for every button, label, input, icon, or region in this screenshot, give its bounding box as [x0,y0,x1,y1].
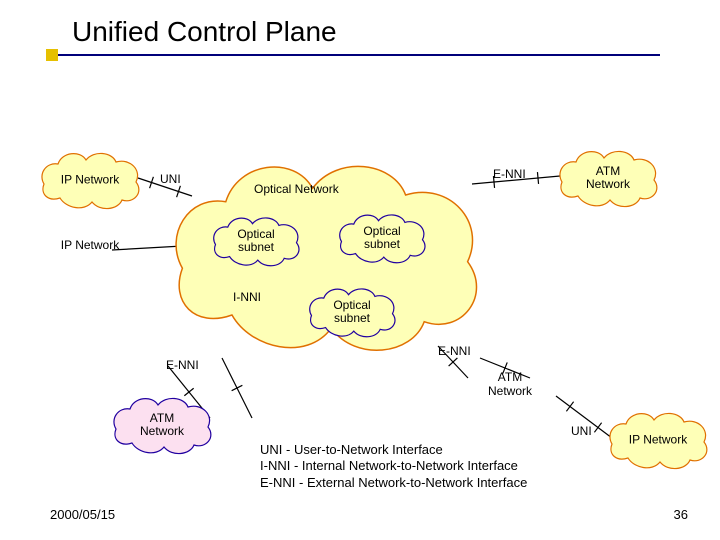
page-title: Unified Control Plane [72,16,337,48]
legend: UNI - User-to-Network InterfaceI-NNI - I… [260,442,527,491]
cloud-subnet_bottom: Optical subnet [308,286,396,338]
legend-line: UNI - User-to-Network Interface [260,442,527,458]
legend-line: E-NNI - External Network-to-Network Inte… [260,475,527,491]
cloud-atm_top: ATM Network [558,148,658,208]
label-ip_left: IP Network [40,238,140,252]
cloud-atm_left: ATM Network [112,395,212,455]
cloud-ip_top: IP Network [40,150,140,210]
edge-label-enni_top: E-NNI [493,167,526,181]
title-underline [50,54,660,56]
edge-label-uni_top: UNI [160,172,181,186]
edge-label-enni_right: E-NNI [438,344,471,358]
cloud-label-optical_big: Optical Network [254,182,339,196]
footer-page: 36 [674,507,688,522]
cloud-ip_right: IP Network [608,410,708,470]
label-atm_mid: ATM Network [460,370,560,398]
cloud-subnet_right: Optical subnet [338,212,426,264]
edge-label-enni_left: E-NNI [166,358,199,372]
legend-line: I-NNI - Internal Network-to-Network Inte… [260,458,527,474]
edge-label-uni_right: UNI [571,424,592,438]
edge-label-inni: I-NNI [233,290,261,304]
footer-date: 2000/05/15 [50,507,115,522]
cloud-subnet_left: Optical subnet [212,215,300,267]
